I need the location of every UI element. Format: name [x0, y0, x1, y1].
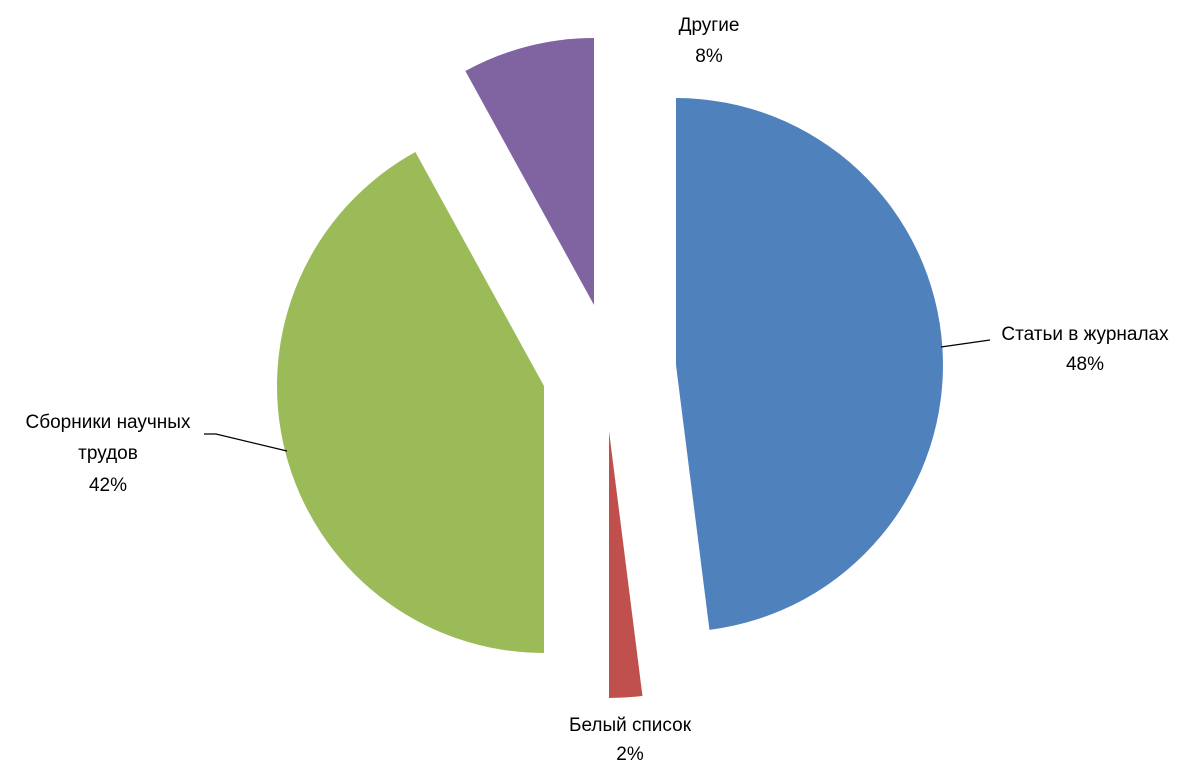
pie-slices	[277, 38, 943, 698]
leader-line-3	[204, 433, 288, 452]
leader-line-1	[940, 339, 991, 348]
slice-category-label-3: Сборники научных	[26, 412, 191, 433]
slice-category-label-2: Белый список	[569, 715, 692, 736]
pie-slice-4	[465, 38, 594, 305]
slice-percent-label-3: 42%	[89, 475, 127, 496]
pie-slice-2	[609, 431, 643, 698]
slice-category-label-1: Статьи в журналах	[1001, 324, 1169, 345]
slice-percent-label-2: 2%	[616, 744, 644, 763]
slice-category-label-3: трудов	[78, 443, 138, 464]
slice-percent-label-1: 48%	[1066, 354, 1104, 375]
pie-slice-3	[277, 152, 544, 653]
slice-category-label-4: Другие	[679, 15, 740, 36]
slice-labels: Статьи в журналах 48% Белый список 2% Сборни…	[26, 15, 1170, 763]
slice-percent-label-4: 8%	[695, 46, 723, 67]
leader-lines	[204, 339, 991, 452]
pie-slice-1	[676, 98, 943, 630]
